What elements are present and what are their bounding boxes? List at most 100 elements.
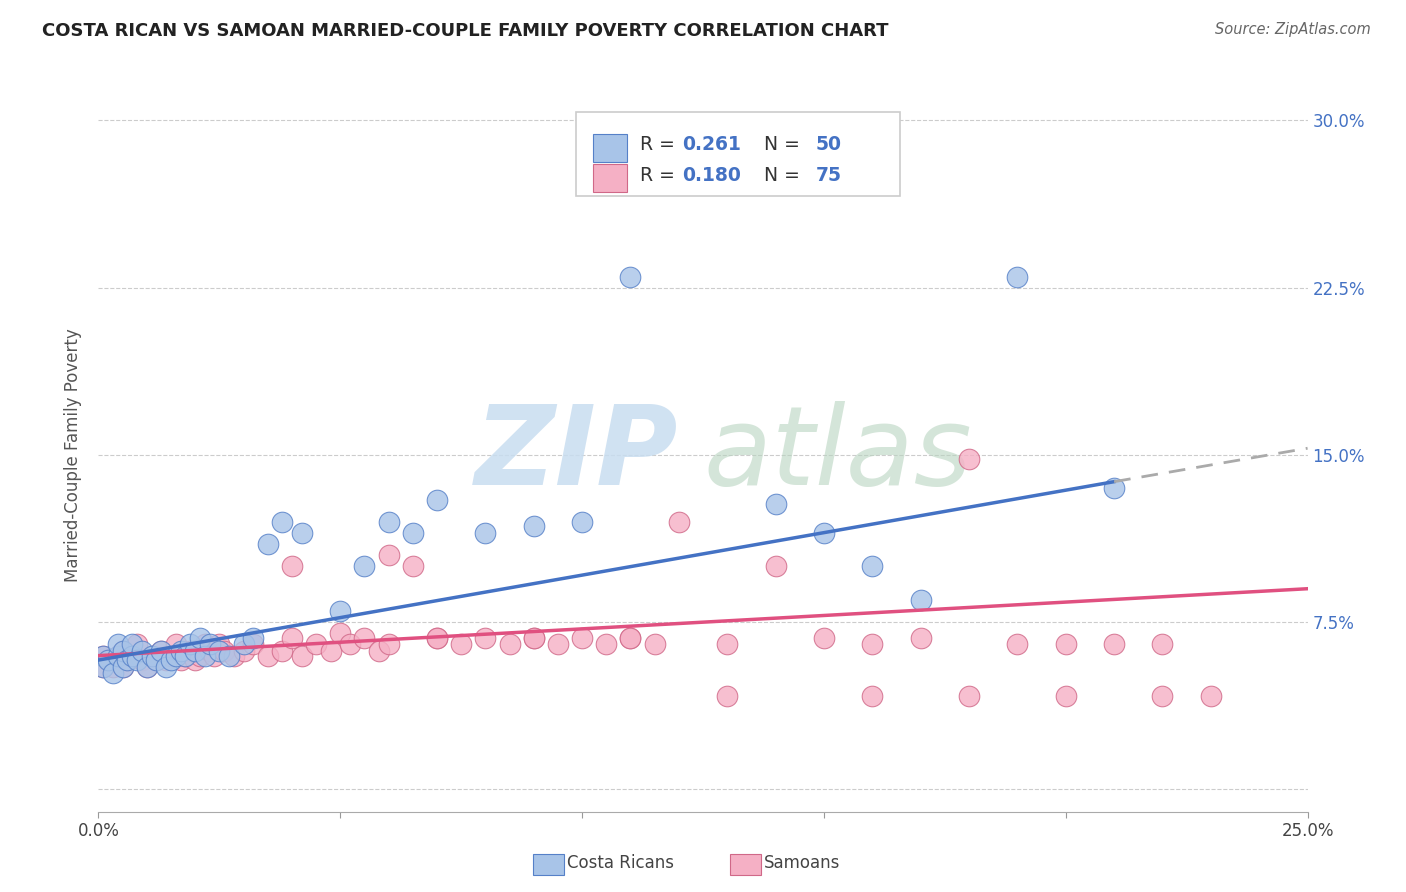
Point <box>121 648 143 663</box>
Point <box>135 660 157 674</box>
Point <box>194 648 217 663</box>
Text: 0.261: 0.261 <box>682 136 741 154</box>
Point <box>145 653 167 667</box>
Point <box>111 644 134 658</box>
Point <box>256 537 278 551</box>
Point <box>765 559 787 574</box>
Point <box>150 644 173 658</box>
Point <box>150 644 173 658</box>
Point <box>242 631 264 645</box>
Point <box>1054 689 1077 703</box>
Point <box>765 497 787 511</box>
Point <box>208 644 231 658</box>
Point <box>571 631 593 645</box>
Text: N =: N = <box>752 136 806 154</box>
Text: Samoans: Samoans <box>763 854 839 871</box>
Point <box>111 660 134 674</box>
Point <box>377 515 399 529</box>
Point <box>131 653 153 667</box>
Point <box>1102 482 1125 496</box>
Point <box>668 515 690 529</box>
Point <box>716 689 738 703</box>
Point <box>165 648 187 663</box>
Point <box>1054 637 1077 651</box>
Point <box>174 648 197 663</box>
Point <box>242 637 264 651</box>
Point <box>97 653 120 667</box>
Point <box>145 653 167 667</box>
Point <box>271 515 294 529</box>
Point <box>218 648 240 663</box>
Point <box>107 648 129 663</box>
Point <box>813 526 835 541</box>
Point <box>188 648 211 663</box>
Point <box>107 648 129 663</box>
Point <box>450 637 472 651</box>
Point <box>169 653 191 667</box>
Point <box>135 660 157 674</box>
Point <box>368 644 391 658</box>
Point <box>595 637 617 651</box>
Point <box>910 592 932 607</box>
Point <box>1102 637 1125 651</box>
Point <box>619 269 641 284</box>
Point <box>91 648 114 663</box>
Text: 50: 50 <box>815 136 841 154</box>
Point <box>121 637 143 651</box>
Point <box>426 631 449 645</box>
Point <box>204 648 226 663</box>
Point <box>111 644 134 658</box>
Point <box>498 637 520 651</box>
Point <box>208 637 231 651</box>
Point <box>127 637 149 651</box>
Point <box>523 631 546 645</box>
Text: atlas: atlas <box>703 401 972 508</box>
Point <box>353 559 375 574</box>
Text: R =: R = <box>640 136 681 154</box>
Point <box>271 644 294 658</box>
Point <box>169 644 191 658</box>
Point <box>131 644 153 658</box>
Point <box>198 644 221 658</box>
Text: ZIP: ZIP <box>475 401 679 508</box>
Point <box>165 637 187 651</box>
Point <box>547 637 569 651</box>
Point <box>111 660 134 674</box>
Point <box>402 559 425 574</box>
Point <box>281 559 304 574</box>
Point <box>305 637 328 651</box>
Point <box>155 660 177 674</box>
Point <box>160 648 183 663</box>
Point <box>91 648 114 663</box>
Point <box>523 631 546 645</box>
Point <box>339 637 361 651</box>
Point <box>194 637 217 651</box>
Text: 75: 75 <box>815 166 841 185</box>
Point <box>160 653 183 667</box>
Point <box>1152 637 1174 651</box>
Point <box>290 526 312 541</box>
Point <box>117 653 139 667</box>
Point <box>198 637 221 651</box>
Point <box>232 637 254 651</box>
Point <box>179 644 201 658</box>
Point <box>957 452 980 467</box>
Point <box>117 653 139 667</box>
Point <box>353 631 375 645</box>
Point <box>1199 689 1222 703</box>
Point <box>1007 269 1029 284</box>
Point <box>222 648 245 663</box>
Point <box>281 631 304 645</box>
Point <box>141 648 163 663</box>
Point <box>107 637 129 651</box>
Point <box>141 648 163 663</box>
Point <box>619 631 641 645</box>
Point <box>91 660 114 674</box>
Point <box>256 648 278 663</box>
Point <box>121 648 143 663</box>
Point <box>644 637 666 651</box>
Text: 0.180: 0.180 <box>682 166 741 185</box>
Point <box>97 653 120 667</box>
Point <box>329 626 352 640</box>
Text: R =: R = <box>640 166 681 185</box>
